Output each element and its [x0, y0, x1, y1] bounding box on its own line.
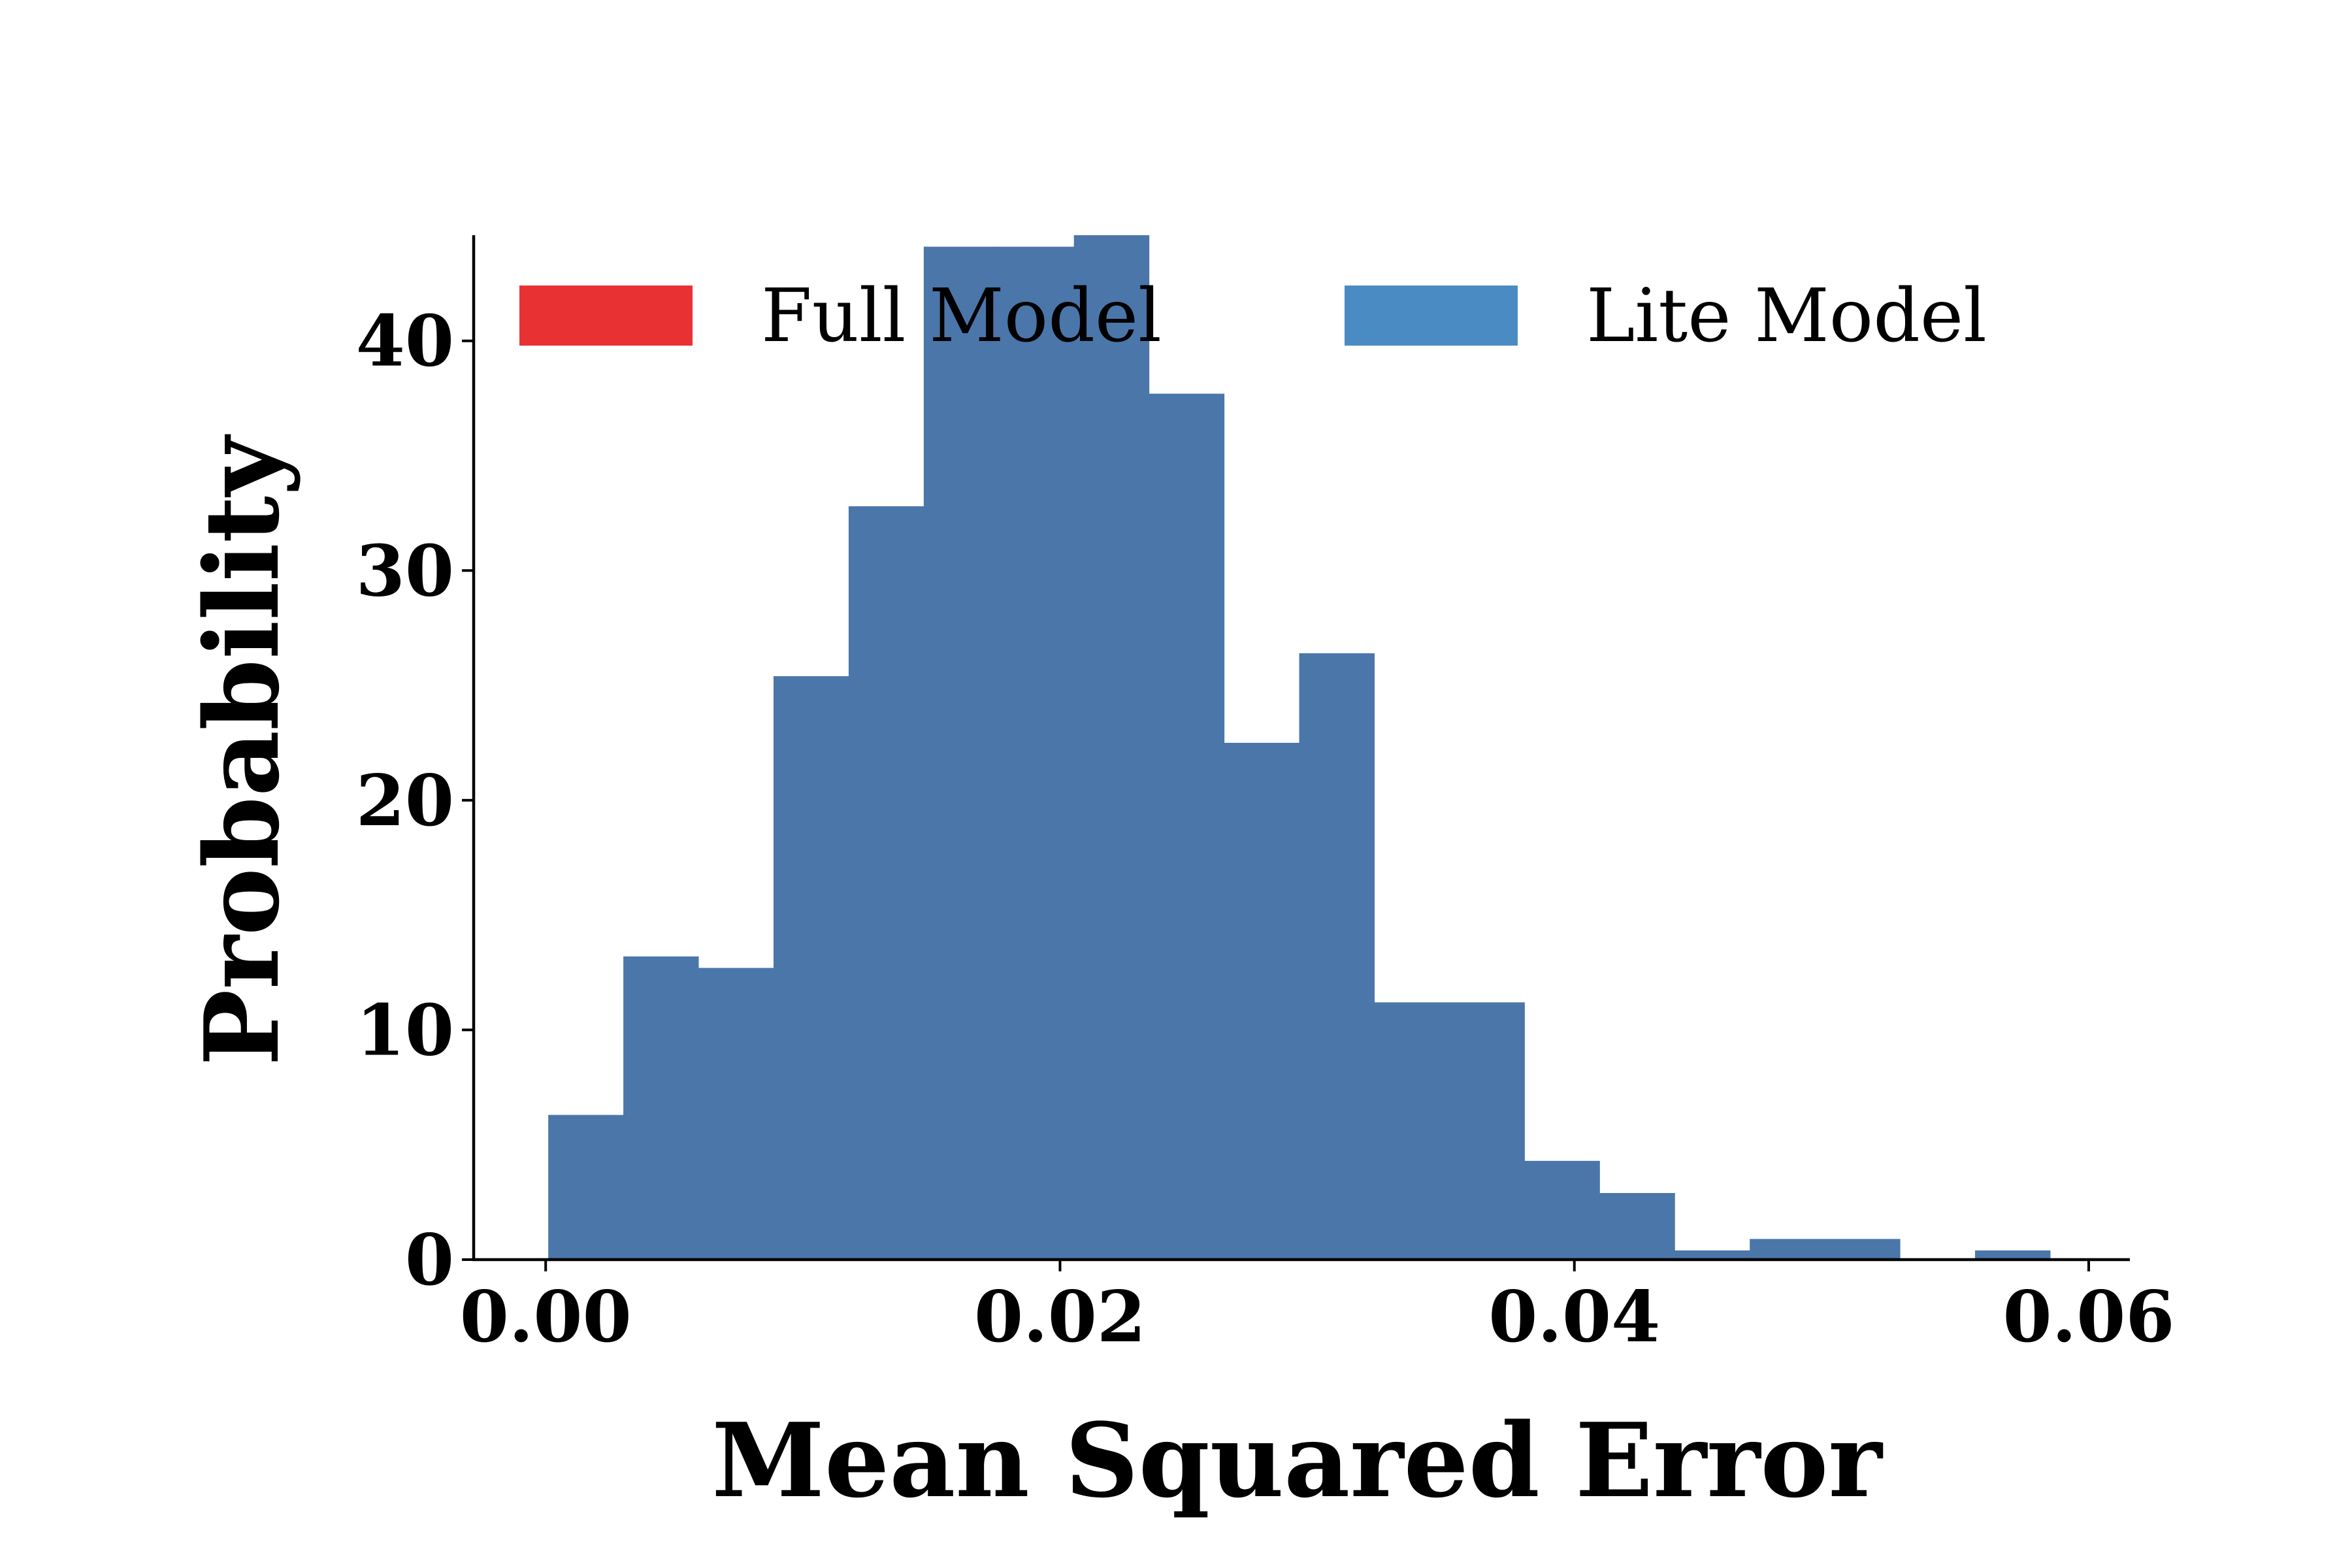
histogram-bar: [1599, 1193, 1675, 1260]
histogram-bar: [1975, 1250, 2051, 1260]
histogram-bar: [1299, 653, 1375, 1260]
histogram-bar: [773, 676, 849, 1260]
legend-label: Lite Model: [1586, 274, 1987, 359]
histogram-bar: [1149, 393, 1225, 1260]
histogram-bar: [623, 956, 699, 1260]
histogram-bar: [848, 506, 924, 1260]
histogram-bar: [1073, 235, 1150, 1260]
legend-label: Full Model: [761, 274, 1162, 359]
y-tick-label: 20: [356, 760, 454, 842]
histogram-bar: [1524, 1160, 1600, 1260]
x-ticks: 0.00 0.02 0.04 0.06: [460, 1260, 2175, 1358]
y-axis-title: Probability: [182, 434, 302, 1066]
y-ticks: 0 10 20 30 40: [356, 301, 474, 1301]
histogram-bar: [1224, 742, 1300, 1260]
histogram-bar: [548, 1115, 624, 1260]
histogram-bar: [1750, 1239, 1825, 1260]
x-tick-label: 0.04: [1488, 1276, 1660, 1358]
histogram-bar: [1825, 1239, 1901, 1260]
histogram-bar: [923, 246, 1000, 1260]
x-tick-label: 0.02: [974, 1276, 1146, 1358]
histogram-bar: [998, 246, 1075, 1260]
x-tick-label: 0.00: [460, 1276, 632, 1358]
legend-swatch: [1345, 286, 1518, 346]
legend-swatch: [519, 286, 693, 346]
x-axis-title: Mean Squared Error: [711, 1401, 1883, 1520]
y-tick-label: 30: [356, 530, 454, 612]
x-tick-label: 0.06: [2002, 1276, 2174, 1358]
y-tick-label: 40: [356, 301, 454, 383]
histogram-bar: [1674, 1250, 1750, 1260]
y-tick-label: 0: [405, 1219, 454, 1301]
bars-layer: [548, 235, 2051, 1260]
histogram-bar: [698, 968, 774, 1260]
y-tick-label: 10: [356, 989, 454, 1071]
legend: Full Model Lite Model: [519, 274, 1987, 359]
histogram-bar: [1374, 1002, 1450, 1260]
histogram-bar: [1449, 1002, 1525, 1260]
